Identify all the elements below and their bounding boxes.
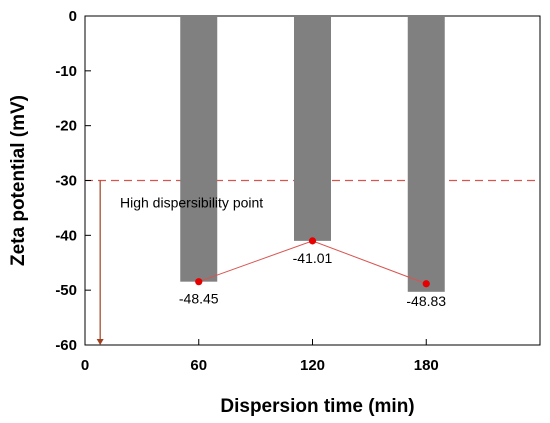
- y-tick-label--50: -50: [55, 282, 77, 299]
- point-60: [195, 278, 203, 286]
- data-label-120: -41.01: [293, 250, 333, 266]
- y-tick-label--40: -40: [55, 227, 77, 244]
- x-tick-label-0: 0: [81, 357, 89, 374]
- y-tick-label--10: -10: [55, 63, 77, 80]
- x-axis-title: Dispersion time (min): [220, 396, 414, 417]
- bar-120: [294, 16, 331, 241]
- bar-180: [407, 16, 445, 292]
- point-120: [308, 237, 317, 245]
- y-axis-title: Zeta potential (mV): [8, 95, 29, 266]
- bar-60: [180, 16, 218, 282]
- x-tick-label-60: 60: [190, 357, 207, 374]
- y-tick-label-0: 0: [69, 8, 77, 25]
- series-layer: [180, 16, 445, 292]
- y-tick-label--20: -20: [55, 118, 77, 135]
- x-tick-label-120: 120: [300, 357, 325, 374]
- axes-layer: 0-10-20-30-40-50-600 60 120 180: [55, 8, 438, 374]
- threshold-annotation: High dispersibility point: [120, 195, 263, 211]
- data-label-60: -48.45: [179, 291, 219, 307]
- x-tick-label-180: 180: [414, 357, 439, 374]
- y-tick-label--60: -60: [55, 337, 77, 354]
- labels-layer: -48.45 -41.01 -48.83: [179, 250, 446, 309]
- point-180: [422, 280, 430, 288]
- data-label-180: -48.83: [406, 293, 446, 309]
- threshold-arrow-head: [96, 339, 104, 345]
- y-tick-label--30: -30: [55, 173, 77, 190]
